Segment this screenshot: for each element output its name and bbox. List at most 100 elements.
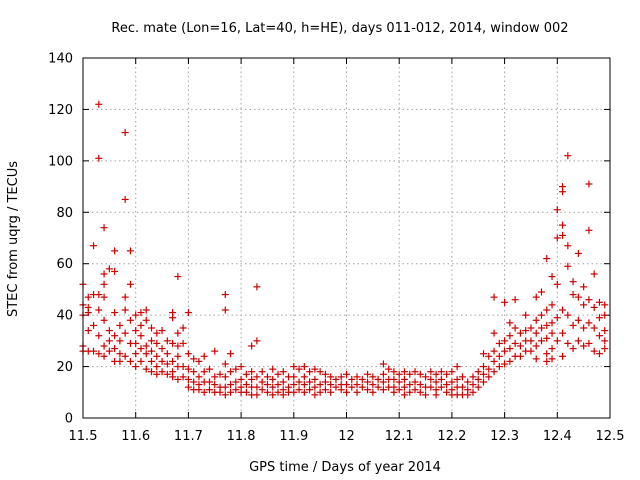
data-point (158, 368, 166, 376)
data-point (379, 378, 387, 386)
data-point (585, 339, 593, 347)
data-point (364, 370, 372, 378)
data-point (100, 316, 108, 324)
data-point (190, 355, 198, 363)
data-point (353, 381, 361, 389)
data-point (158, 345, 166, 353)
data-point (95, 100, 103, 108)
data-point (100, 224, 108, 232)
data-point (269, 365, 277, 373)
data-point (274, 370, 282, 378)
data-point (364, 386, 372, 394)
data-point (311, 365, 319, 373)
data-point (480, 378, 488, 386)
data-point (564, 242, 572, 250)
data-point (590, 347, 598, 355)
data-point (153, 363, 161, 371)
data-point (111, 309, 119, 317)
data-point (485, 352, 493, 360)
data-point (84, 293, 92, 301)
data-point (564, 339, 572, 347)
data-point (501, 337, 509, 345)
data-point (379, 386, 387, 394)
data-point (395, 378, 403, 386)
x-tick-label: 12.5 (596, 429, 625, 444)
data-point (95, 291, 103, 299)
data-point (142, 316, 150, 324)
data-point (263, 373, 271, 381)
data-point (332, 383, 340, 391)
data-point (111, 332, 119, 340)
data-point (522, 311, 530, 319)
data-point (590, 270, 598, 278)
data-point (227, 350, 235, 358)
data-point (142, 350, 150, 358)
data-point (174, 375, 182, 383)
data-point (569, 321, 577, 329)
data-point (126, 357, 134, 365)
data-point (358, 375, 366, 383)
y-tick-label: 40 (56, 309, 73, 324)
data-point (506, 332, 514, 340)
data-point (174, 352, 182, 360)
data-point (585, 319, 593, 327)
data-point (501, 360, 509, 368)
data-point (111, 345, 119, 353)
data-point (395, 370, 403, 378)
data-point (569, 278, 577, 286)
data-point (121, 195, 129, 203)
data-point (190, 378, 198, 386)
data-point (227, 381, 235, 389)
data-point (158, 327, 166, 335)
data-point (290, 363, 298, 371)
data-point (379, 370, 387, 378)
data-point (221, 391, 229, 399)
data-point (148, 324, 156, 332)
data-point (506, 319, 514, 327)
data-point (158, 357, 166, 365)
data-point (327, 381, 335, 389)
data-point (311, 391, 319, 399)
data-point (411, 368, 419, 376)
data-point (174, 329, 182, 337)
data-point (543, 321, 551, 329)
data-point (316, 381, 324, 389)
data-point (205, 378, 213, 386)
data-point (121, 129, 129, 137)
data-point (90, 321, 98, 329)
data-point (369, 388, 377, 396)
data-point (221, 291, 229, 299)
data-point (253, 383, 261, 391)
data-point (221, 383, 229, 391)
data-point (111, 267, 119, 275)
data-point (290, 381, 298, 389)
data-point (343, 370, 350, 378)
y-tick-label: 140 (48, 52, 73, 67)
data-point (601, 301, 609, 309)
data-point (100, 270, 108, 278)
data-point (116, 357, 124, 365)
data-point (416, 388, 424, 396)
data-point (400, 375, 408, 383)
data-point (469, 381, 477, 389)
plot-frame (82, 57, 611, 419)
data-point (300, 373, 308, 381)
data-point (574, 293, 582, 301)
data-point (311, 375, 319, 383)
data-point (227, 388, 235, 396)
data-point (121, 329, 129, 337)
data-point (121, 352, 129, 360)
data-point (369, 373, 377, 381)
data-point (263, 381, 271, 389)
data-point (548, 355, 556, 363)
data-point (590, 324, 598, 332)
x-tick-label: 11.5 (69, 429, 98, 444)
grid (83, 58, 610, 418)
data-point (469, 373, 477, 381)
data-point (195, 386, 203, 394)
data-point (511, 339, 519, 347)
data-point (137, 357, 145, 365)
data-point (300, 381, 308, 389)
data-point (221, 306, 229, 314)
